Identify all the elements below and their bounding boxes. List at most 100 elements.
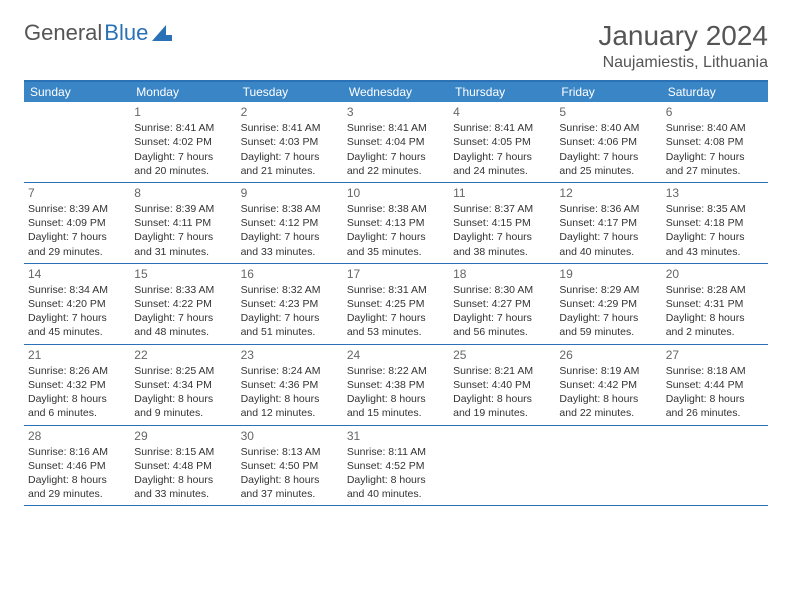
calendar-week: 14Sunrise: 8:34 AMSunset: 4:20 PMDayligh…	[24, 264, 768, 345]
daylight-text: Daylight: 8 hours and 6 minutes.	[28, 392, 126, 420]
sunrise-text: Sunrise: 8:16 AM	[28, 445, 126, 459]
dow-header: Friday	[555, 82, 661, 102]
calendar-cell: 22Sunrise: 8:25 AMSunset: 4:34 PMDayligh…	[130, 345, 236, 425]
page-title: January 2024	[598, 20, 768, 52]
day-number: 9	[241, 185, 339, 201]
calendar-cell: 11Sunrise: 8:37 AMSunset: 4:15 PMDayligh…	[449, 183, 555, 263]
calendar-cell: 4Sunrise: 8:41 AMSunset: 4:05 PMDaylight…	[449, 102, 555, 182]
day-number: 17	[347, 266, 445, 282]
logo-icon	[152, 25, 172, 41]
sunset-text: Sunset: 4:13 PM	[347, 216, 445, 230]
daylight-text: Daylight: 8 hours and 37 minutes.	[241, 473, 339, 501]
calendar-cell: 9Sunrise: 8:38 AMSunset: 4:12 PMDaylight…	[237, 183, 343, 263]
day-number: 6	[666, 104, 764, 120]
sunset-text: Sunset: 4:36 PM	[241, 378, 339, 392]
sunrise-text: Sunrise: 8:24 AM	[241, 364, 339, 378]
sunset-text: Sunset: 4:23 PM	[241, 297, 339, 311]
sunset-text: Sunset: 4:34 PM	[134, 378, 232, 392]
dow-header: Tuesday	[237, 82, 343, 102]
calendar-cell: 19Sunrise: 8:29 AMSunset: 4:29 PMDayligh…	[555, 264, 661, 344]
sunset-text: Sunset: 4:50 PM	[241, 459, 339, 473]
day-number: 28	[28, 428, 126, 444]
calendar-cell: 8Sunrise: 8:39 AMSunset: 4:11 PMDaylight…	[130, 183, 236, 263]
sunset-text: Sunset: 4:20 PM	[28, 297, 126, 311]
weeks-container: 1Sunrise: 8:41 AMSunset: 4:02 PMDaylight…	[24, 102, 768, 506]
sunrise-text: Sunrise: 8:38 AM	[241, 202, 339, 216]
daylight-text: Daylight: 7 hours and 51 minutes.	[241, 311, 339, 339]
sunrise-text: Sunrise: 8:34 AM	[28, 283, 126, 297]
daylight-text: Daylight: 8 hours and 29 minutes.	[28, 473, 126, 501]
sunrise-text: Sunrise: 8:40 AM	[666, 121, 764, 135]
day-number: 25	[453, 347, 551, 363]
sunset-text: Sunset: 4:08 PM	[666, 135, 764, 149]
daylight-text: Daylight: 7 hours and 35 minutes.	[347, 230, 445, 258]
location-label: Naujamiestis, Lithuania	[598, 54, 768, 72]
daylight-text: Daylight: 7 hours and 22 minutes.	[347, 150, 445, 178]
calendar-cell: 14Sunrise: 8:34 AMSunset: 4:20 PMDayligh…	[24, 264, 130, 344]
sunset-text: Sunset: 4:22 PM	[134, 297, 232, 311]
daylight-text: Daylight: 7 hours and 25 minutes.	[559, 150, 657, 178]
daylight-text: Daylight: 8 hours and 19 minutes.	[453, 392, 551, 420]
sunset-text: Sunset: 4:27 PM	[453, 297, 551, 311]
calendar-cell: 20Sunrise: 8:28 AMSunset: 4:31 PMDayligh…	[662, 264, 768, 344]
daylight-text: Daylight: 7 hours and 56 minutes.	[453, 311, 551, 339]
sunrise-text: Sunrise: 8:41 AM	[134, 121, 232, 135]
day-number: 5	[559, 104, 657, 120]
calendar-cell: 7Sunrise: 8:39 AMSunset: 4:09 PMDaylight…	[24, 183, 130, 263]
sunrise-text: Sunrise: 8:39 AM	[134, 202, 232, 216]
daylight-text: Daylight: 8 hours and 9 minutes.	[134, 392, 232, 420]
sunset-text: Sunset: 4:04 PM	[347, 135, 445, 149]
calendar-cell: 12Sunrise: 8:36 AMSunset: 4:17 PMDayligh…	[555, 183, 661, 263]
sunrise-text: Sunrise: 8:41 AM	[241, 121, 339, 135]
daylight-text: Daylight: 8 hours and 15 minutes.	[347, 392, 445, 420]
sunrise-text: Sunrise: 8:21 AM	[453, 364, 551, 378]
sunset-text: Sunset: 4:12 PM	[241, 216, 339, 230]
daylight-text: Daylight: 8 hours and 22 minutes.	[559, 392, 657, 420]
dow-header: Saturday	[662, 82, 768, 102]
calendar-week: 21Sunrise: 8:26 AMSunset: 4:32 PMDayligh…	[24, 345, 768, 426]
calendar-cell: 1Sunrise: 8:41 AMSunset: 4:02 PMDaylight…	[130, 102, 236, 182]
sunrise-text: Sunrise: 8:31 AM	[347, 283, 445, 297]
day-number: 8	[134, 185, 232, 201]
calendar-cell: 16Sunrise: 8:32 AMSunset: 4:23 PMDayligh…	[237, 264, 343, 344]
sunrise-text: Sunrise: 8:19 AM	[559, 364, 657, 378]
sunset-text: Sunset: 4:48 PM	[134, 459, 232, 473]
calendar-cell: 2Sunrise: 8:41 AMSunset: 4:03 PMDaylight…	[237, 102, 343, 182]
calendar-cell: 30Sunrise: 8:13 AMSunset: 4:50 PMDayligh…	[237, 426, 343, 506]
sunrise-text: Sunrise: 8:41 AM	[347, 121, 445, 135]
logo-text-1: General	[24, 20, 102, 46]
calendar-cell: 25Sunrise: 8:21 AMSunset: 4:40 PMDayligh…	[449, 345, 555, 425]
calendar-cell: 18Sunrise: 8:30 AMSunset: 4:27 PMDayligh…	[449, 264, 555, 344]
day-number: 7	[28, 185, 126, 201]
daylight-text: Daylight: 7 hours and 43 minutes.	[666, 230, 764, 258]
sunset-text: Sunset: 4:17 PM	[559, 216, 657, 230]
day-number: 18	[453, 266, 551, 282]
sunrise-text: Sunrise: 8:41 AM	[453, 121, 551, 135]
sunrise-text: Sunrise: 8:33 AM	[134, 283, 232, 297]
calendar-cell: 6Sunrise: 8:40 AMSunset: 4:08 PMDaylight…	[662, 102, 768, 182]
daylight-text: Daylight: 7 hours and 40 minutes.	[559, 230, 657, 258]
sunrise-text: Sunrise: 8:37 AM	[453, 202, 551, 216]
sunset-text: Sunset: 4:06 PM	[559, 135, 657, 149]
calendar-cell: 27Sunrise: 8:18 AMSunset: 4:44 PMDayligh…	[662, 345, 768, 425]
calendar-cell: 28Sunrise: 8:16 AMSunset: 4:46 PMDayligh…	[24, 426, 130, 506]
day-number: 30	[241, 428, 339, 444]
sunset-text: Sunset: 4:52 PM	[347, 459, 445, 473]
daylight-text: Daylight: 8 hours and 2 minutes.	[666, 311, 764, 339]
sunset-text: Sunset: 4:42 PM	[559, 378, 657, 392]
daylight-text: Daylight: 7 hours and 20 minutes.	[134, 150, 232, 178]
day-number: 1	[134, 104, 232, 120]
sunrise-text: Sunrise: 8:29 AM	[559, 283, 657, 297]
day-number: 21	[28, 347, 126, 363]
calendar-week: 1Sunrise: 8:41 AMSunset: 4:02 PMDaylight…	[24, 102, 768, 183]
calendar-week: 28Sunrise: 8:16 AMSunset: 4:46 PMDayligh…	[24, 426, 768, 507]
sunset-text: Sunset: 4:03 PM	[241, 135, 339, 149]
day-number: 20	[666, 266, 764, 282]
calendar: Sunday Monday Tuesday Wednesday Thursday…	[24, 80, 768, 506]
calendar-cell: 3Sunrise: 8:41 AMSunset: 4:04 PMDaylight…	[343, 102, 449, 182]
sunrise-text: Sunrise: 8:11 AM	[347, 445, 445, 459]
day-number: 19	[559, 266, 657, 282]
day-number: 2	[241, 104, 339, 120]
sunset-text: Sunset: 4:29 PM	[559, 297, 657, 311]
sunrise-text: Sunrise: 8:28 AM	[666, 283, 764, 297]
